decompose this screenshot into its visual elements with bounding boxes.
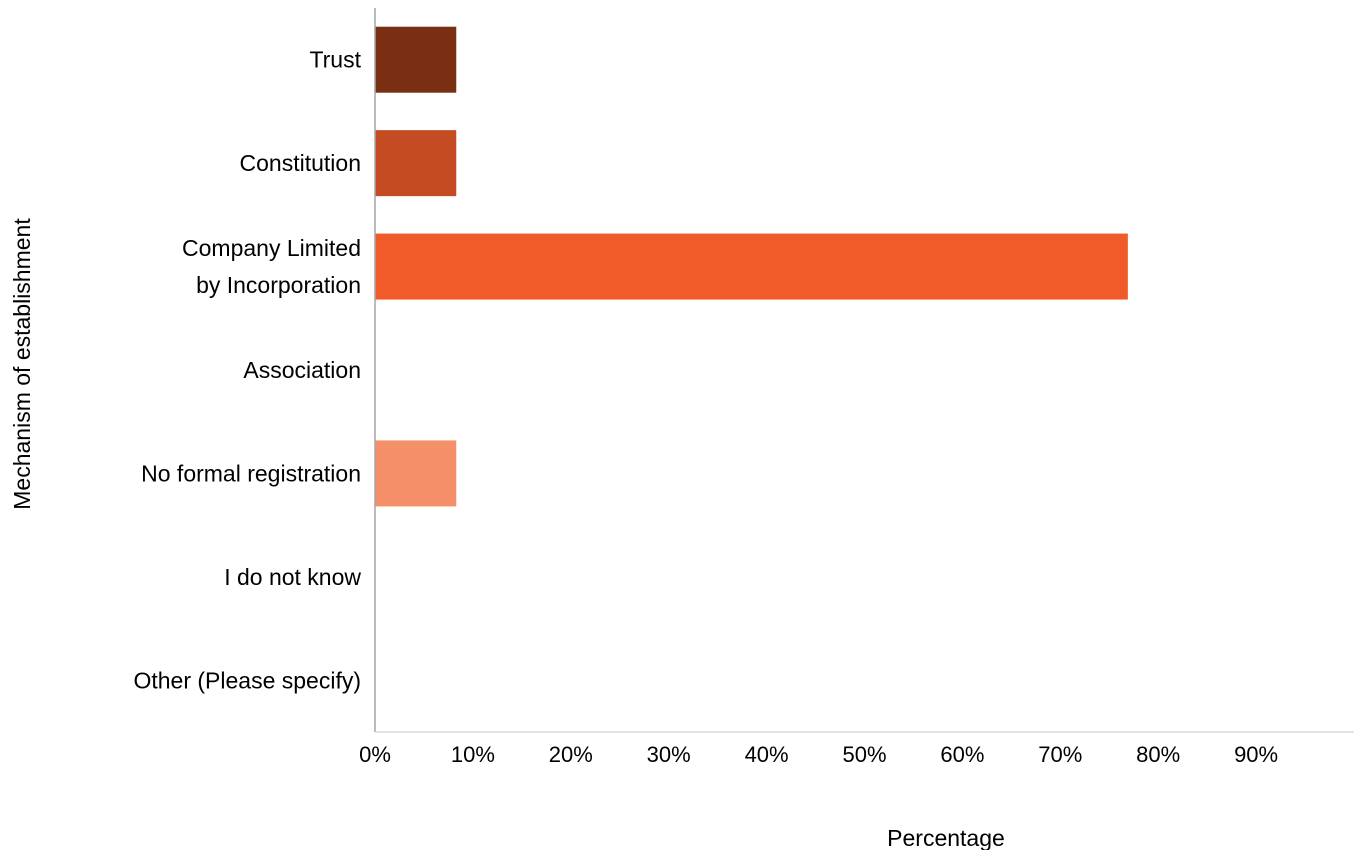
category-label-4: No formal registration: [141, 460, 361, 486]
x-tick-label-3: 30%: [647, 742, 691, 767]
bar-0: [375, 26, 457, 93]
category-label-3: Association: [243, 357, 361, 383]
bar-4: [375, 440, 457, 507]
x-tick-label-2: 20%: [549, 742, 593, 767]
x-tick-label-6: 60%: [940, 742, 984, 767]
x-tick-label-4: 40%: [745, 742, 789, 767]
bars-group: [375, 26, 1128, 507]
bar-2: [375, 233, 1128, 300]
category-label-line: by Incorporation: [196, 272, 361, 298]
bar-1: [375, 130, 457, 197]
category-label-line: Trust: [309, 47, 361, 73]
y-axis-title: Mechanism of establishment: [9, 218, 35, 510]
x-tick-label-7: 70%: [1038, 742, 1082, 767]
category-label-line: Association: [243, 357, 361, 383]
category-label-line: Constitution: [240, 150, 361, 176]
category-label-0: Trust: [309, 47, 361, 73]
x-tick-label-5: 50%: [842, 742, 886, 767]
category-label-6: Other (Please specify): [133, 667, 361, 693]
category-label-line: Company Limited: [182, 235, 361, 261]
x-tick-labels-group: 0% 10% 20% 30% 40% 50% 60% 70% 80% 90%: [359, 742, 1278, 767]
x-tick-label-1: 10%: [451, 742, 495, 767]
category-label-line: Other (Please specify): [133, 667, 361, 693]
category-label-5: I do not know: [224, 564, 361, 590]
category-label-1: Constitution: [240, 150, 361, 176]
x-tick-label-0: 0%: [359, 742, 391, 767]
category-label-line: No formal registration: [141, 460, 361, 486]
x-tick-label-8: 80%: [1136, 742, 1180, 767]
category-label-line: I do not know: [224, 564, 361, 590]
x-axis-title: Percentage: [887, 825, 1005, 850]
category-labels-group: Trust Constitution Company Limited by Incor…: [133, 47, 361, 694]
category-label-2: Company Limited by Incorporation: [182, 235, 361, 298]
x-tick-label-9: 90%: [1234, 742, 1278, 767]
